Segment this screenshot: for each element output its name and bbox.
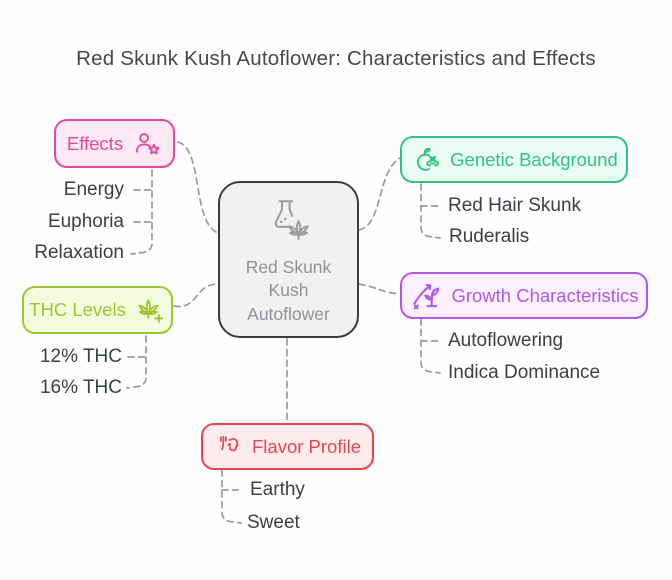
item-earthy: Earthy [250, 479, 305, 500]
taste-icon [214, 432, 243, 461]
item-ruderalis: Ruderalis [449, 226, 530, 247]
center-node-label: Red Skunk Kush Autoflower [246, 256, 332, 325]
apple-dna-icon [410, 144, 441, 175]
connector-genetic-items-spine [420, 183, 441, 239]
flask-cannabis-icon [261, 193, 317, 249]
branch-flavor-profile-label: Flavor Profile [252, 435, 361, 457]
branch-flavor-profile: Flavor Profile [201, 423, 374, 470]
diagram-title: Red Skunk Kush Autoflower: Characteristi… [76, 47, 596, 70]
item-indica-dominance: Indica Dominance [448, 362, 601, 383]
user-star-icon [132, 129, 162, 159]
connector-effects-to-center [177, 141, 217, 233]
cannabis-plus-icon [135, 295, 166, 326]
connector-effects-items-spine [130, 169, 153, 255]
branch-thc-levels: THC Levels [22, 286, 173, 334]
connector-center-to-growth [358, 283, 401, 295]
item-16-percent-thc: 16% THC [39, 377, 122, 398]
center-label-line-3: Autoflower [247, 303, 330, 324]
branch-effects: Effects [54, 119, 175, 168]
connector-growth-items-spine [420, 318, 441, 374]
branch-growth-characteristics-label: Growth Characteristics [451, 284, 639, 306]
branch-thc-levels-label: THC Levels [29, 299, 126, 320]
plant-growth-icon [409, 279, 442, 312]
item-red-hair-skunk: Red Hair Skunk [448, 195, 582, 216]
item-12-percent-thc: 12% THC [39, 346, 122, 367]
item-energy: Energy [63, 179, 124, 200]
item-relaxation: Relaxation [34, 242, 124, 263]
item-sweet: Sweet [247, 512, 300, 533]
item-euphoria: Euphoria [47, 211, 124, 232]
branch-genetic-background: Genetic Background [400, 136, 628, 183]
item-autoflowering: Autoflowering [448, 330, 564, 351]
connector-thc-to-center [173, 283, 217, 308]
branch-growth-characteristics: Growth Characteristics [400, 272, 648, 319]
branch-genetic-background-label: Genetic Background [450, 148, 618, 170]
connector-flavor-items-spine [221, 469, 242, 524]
connector-center-to-genetic [358, 157, 401, 231]
center-label-line-1: Red Skunk [245, 257, 332, 278]
center-node: Red Skunk Kush Autoflower [218, 181, 359, 338]
center-label-line-2: Kush [268, 280, 309, 301]
connector-thc-items-spine [126, 335, 147, 389]
branch-effects-label: Effects [66, 132, 124, 154]
